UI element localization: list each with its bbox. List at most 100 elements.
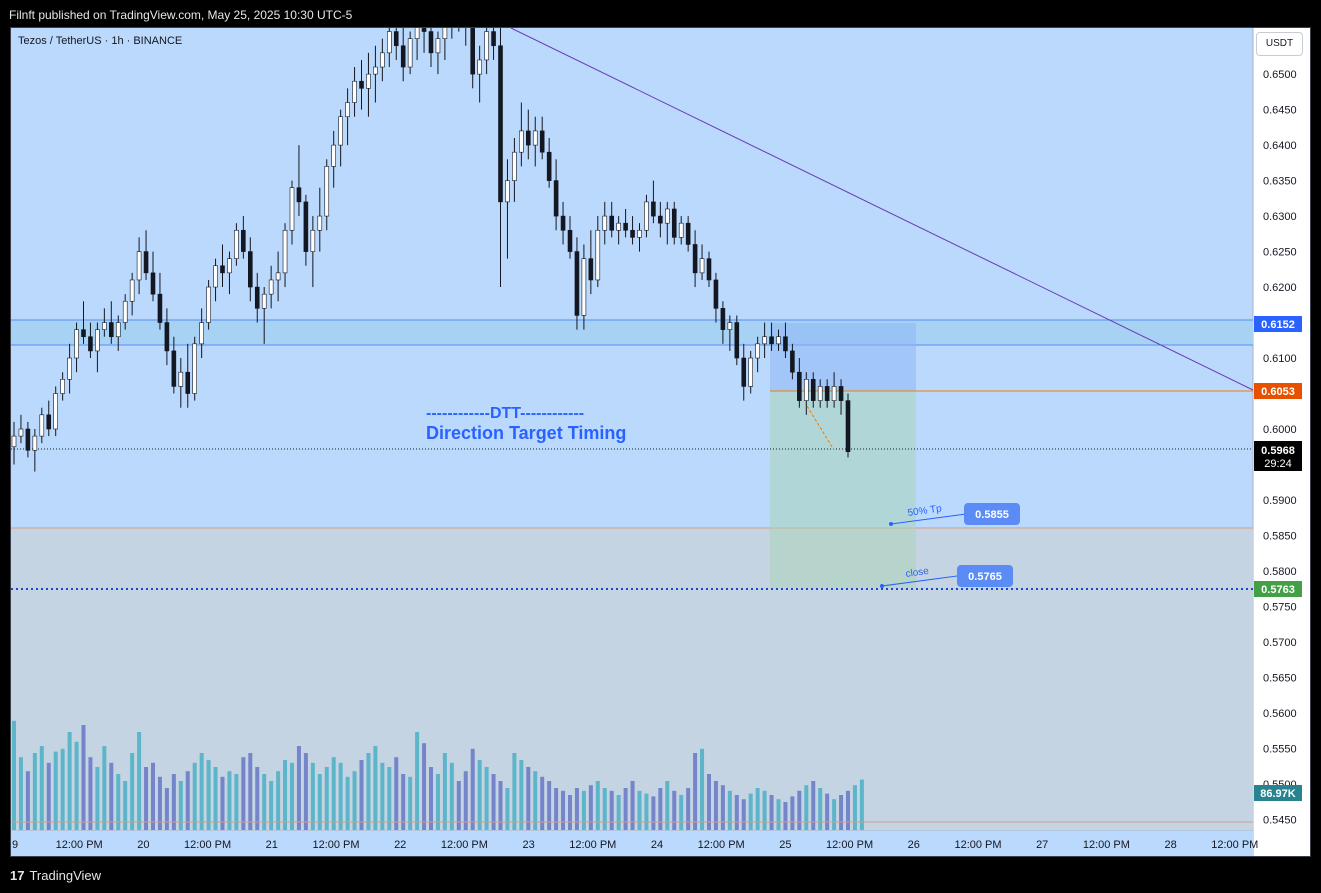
price-chart[interactable]: ------------DTT------------ Direction Ta…	[11, 28, 1310, 856]
volume-bar	[102, 746, 107, 830]
candle-body	[831, 386, 837, 401]
candle-body	[268, 279, 274, 295]
candle-body	[838, 386, 844, 401]
candle-body	[25, 428, 31, 451]
volume-bar	[595, 781, 600, 830]
volume-bar	[74, 741, 79, 830]
resistance-zone	[11, 320, 1253, 345]
dtt-title: ------------DTT------------	[426, 405, 584, 422]
resistance-badge-value: 0.6152	[1261, 319, 1295, 331]
publish-info: Filnft published on TradingView.com, May…	[9, 8, 353, 22]
candle-body	[115, 322, 121, 338]
volume-bar	[338, 762, 343, 830]
time-tick-label: 12:00 PM	[184, 839, 231, 851]
candle-body	[39, 414, 45, 437]
price-tick-label: 0.5900	[1263, 495, 1297, 507]
candle-body	[553, 180, 559, 217]
candle-body	[393, 31, 399, 47]
candle-body	[220, 265, 225, 274]
volume-bar	[324, 767, 329, 830]
volume-bar	[790, 796, 795, 830]
volume-bar	[373, 746, 378, 830]
volume-bar	[310, 762, 315, 830]
volume-bar	[679, 795, 684, 830]
candle-body	[783, 336, 788, 352]
candle-body	[352, 80, 357, 103]
currency-button[interactable]: USDT	[1256, 32, 1303, 56]
candle-body	[81, 329, 86, 338]
volume-bar	[137, 732, 142, 830]
support-badge	[1254, 581, 1302, 597]
tp-callout-value: 0.5855	[975, 509, 1009, 521]
candle-body	[421, 28, 427, 32]
price-tick-label: 0.6500	[1263, 69, 1297, 81]
position-reward-zone	[770, 391, 916, 588]
volume-bar	[164, 788, 169, 830]
candle-body	[345, 102, 350, 118]
volume-bar	[206, 760, 211, 830]
volume-bar	[456, 781, 461, 830]
volume-bar	[484, 767, 489, 830]
close-callout-line	[881, 575, 958, 587]
candle-body	[574, 251, 580, 316]
candle-body	[755, 343, 760, 359]
volume-bar	[157, 776, 162, 830]
volume-bar	[846, 790, 850, 830]
candle-body	[741, 357, 747, 387]
candle-body	[46, 414, 52, 430]
volume-bar	[762, 790, 767, 830]
candle-body	[817, 386, 823, 401]
time-tick-label: 25	[779, 839, 791, 851]
volume-bar	[283, 760, 288, 830]
candle-body	[275, 272, 281, 281]
candle-body	[414, 28, 420, 39]
candle-body	[727, 322, 733, 330]
candle-body	[234, 229, 239, 259]
volume-bar	[220, 776, 225, 830]
candle-body	[776, 336, 781, 345]
volume-bar	[700, 748, 705, 830]
volume-bar	[644, 793, 649, 830]
candle-body	[706, 258, 712, 281]
candle-body	[366, 73, 371, 89]
volume-bar	[25, 771, 30, 830]
candle-body	[484, 31, 489, 61]
volume-bar	[540, 776, 545, 830]
time-tick-label: 12:00 PM	[1083, 839, 1130, 851]
volume-bar	[366, 753, 371, 830]
dtt-subtitle: Direction Target Timing	[426, 423, 626, 443]
volume-bar	[39, 746, 44, 830]
candle-body	[651, 201, 656, 217]
time-tick-label: 12:00 PM	[312, 839, 359, 851]
volume-bar	[832, 799, 837, 830]
volume-bar	[435, 774, 440, 830]
volume-bar	[144, 767, 149, 830]
volume-bar	[609, 790, 614, 830]
candle-body	[102, 322, 107, 330]
candle-body	[678, 222, 684, 238]
volume-bar	[505, 788, 510, 830]
volume-bar	[526, 767, 531, 830]
candle-body	[248, 251, 253, 288]
time-tick-label: 12:00 PM	[441, 839, 488, 851]
price-tick-label: 0.6300	[1263, 211, 1297, 223]
candle-body	[109, 322, 114, 338]
volume-bar	[755, 788, 760, 830]
candle-body	[60, 379, 65, 394]
price-axis-ticks: 0.6500 0.6450 0.6400 0.6350 0.6300 0.6250 0.62…	[1263, 69, 1297, 826]
support-badge-value: 0.5763	[1261, 584, 1295, 596]
volume-bar	[303, 753, 308, 830]
publish-bar: Filnft published on TradingView.com, May…	[0, 0, 1321, 28]
tp-callout-badge	[964, 503, 1020, 525]
volume-bar	[380, 762, 385, 830]
volume-bar	[394, 757, 399, 830]
tradingview-brand[interactable]: 17 TradingView	[10, 868, 101, 883]
volume-bar	[345, 776, 350, 830]
price-tick-label: 0.5600	[1263, 708, 1297, 720]
candle-body	[713, 279, 719, 309]
candle-body	[525, 130, 531, 146]
time-tick-label: 12:00 PM	[569, 839, 616, 851]
symbol-label[interactable]: Tezos / TetherUS · 1h · BINANCE	[18, 35, 183, 47]
volume-bar	[512, 753, 517, 830]
volume-bar	[269, 781, 274, 830]
